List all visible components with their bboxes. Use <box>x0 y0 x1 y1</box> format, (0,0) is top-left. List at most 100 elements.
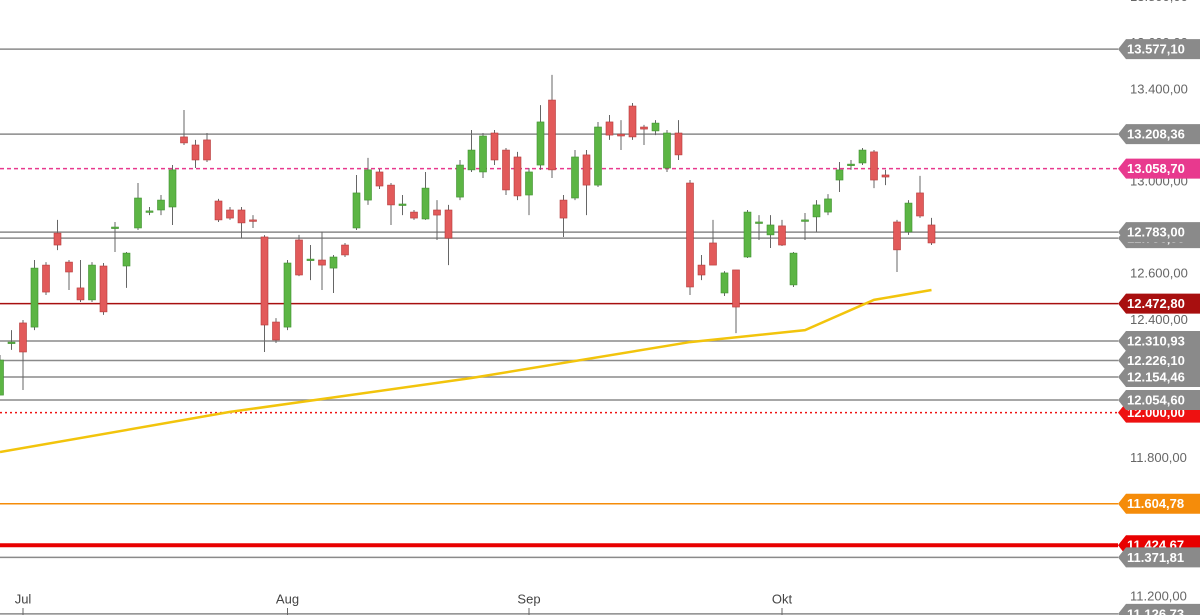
level-label-box <box>1118 124 1200 145</box>
candle-body <box>42 264 50 293</box>
candle-body <box>76 287 85 301</box>
candle-body <box>559 199 568 219</box>
candle-body <box>364 169 372 201</box>
level-label: 12.054,60 <box>1127 392 1185 407</box>
candle-body <box>847 163 855 166</box>
candle-body <box>881 174 890 178</box>
candle-body <box>778 225 786 246</box>
candle-body <box>283 262 292 328</box>
level-label-box <box>1118 547 1200 568</box>
level-label-box <box>1118 493 1200 514</box>
candle-body <box>88 264 96 301</box>
candle-body <box>709 242 717 266</box>
candle-body <box>766 224 775 236</box>
candle-body <box>237 209 246 224</box>
candle-body <box>835 169 844 181</box>
candle-body <box>927 224 936 244</box>
candle-body <box>134 197 142 229</box>
y-tick-label: 11.200,00 <box>1130 588 1187 603</box>
candle-body <box>513 156 522 197</box>
level-label-box <box>1118 367 1200 388</box>
candle-body <box>122 252 131 267</box>
candle-body <box>433 209 441 216</box>
candle-body <box>387 184 395 206</box>
candle-body <box>249 219 257 222</box>
candle-body <box>398 203 407 206</box>
candle-body <box>536 121 545 166</box>
level-label-box <box>1118 603 1200 615</box>
level-label-box <box>1118 293 1200 314</box>
candle-body <box>306 258 315 261</box>
candle-body <box>111 226 119 229</box>
candle-body <box>617 133 625 137</box>
candle-body <box>456 164 464 198</box>
candle-body <box>30 267 39 328</box>
candle-body <box>180 136 188 144</box>
candle-body <box>318 259 326 266</box>
moving-average <box>0 288 932 454</box>
candle-body <box>157 199 165 211</box>
candle-body <box>789 252 798 286</box>
x-tick-label: Okt <box>772 591 793 606</box>
candle-body <box>168 169 177 208</box>
candle-body <box>502 149 510 191</box>
candle-body <box>858 149 867 164</box>
level-label-box <box>1118 222 1200 243</box>
candle-body <box>743 211 752 258</box>
candle-body <box>260 236 269 326</box>
level-label-box <box>1118 39 1200 60</box>
candle-body <box>628 105 637 138</box>
level-label-box <box>1118 158 1200 179</box>
candle-body <box>203 139 211 161</box>
candle-body <box>19 322 27 353</box>
candle-body <box>65 261 73 273</box>
level-label: 11.371,81 <box>1127 550 1184 565</box>
candle-body <box>812 204 821 218</box>
candle-body <box>686 182 694 288</box>
candle-body <box>755 221 763 224</box>
level-label: 12.310,93 <box>1127 333 1185 348</box>
y-tick-label: 13.400,00 <box>1130 81 1188 96</box>
candle-body <box>525 171 533 196</box>
level-label-box <box>1118 390 1200 411</box>
candle-body <box>53 232 62 246</box>
candle-body <box>916 192 924 217</box>
y-tick-label: 13.800,00 <box>1130 0 1188 4</box>
candle-body <box>582 154 591 186</box>
candle-body <box>605 121 614 136</box>
level-label: 13.058,70 <box>1127 161 1185 176</box>
level-label: 12.226,10 <box>1127 353 1185 368</box>
y-tick-label: 12.600,00 <box>1130 266 1188 281</box>
x-tick-label: Sep <box>517 591 540 606</box>
x-tick-label: Jul <box>15 591 32 606</box>
candle-body <box>444 209 453 239</box>
level-label-box <box>1118 330 1200 351</box>
candle-body <box>375 171 384 187</box>
candle-body <box>0 359 4 396</box>
candle-body <box>904 202 913 233</box>
candle-body <box>352 192 361 229</box>
candle-body <box>145 210 154 213</box>
candle-body <box>329 256 338 269</box>
level-label: 11.604,78 <box>1127 496 1184 511</box>
candle-body <box>640 126 648 130</box>
y-tick-label: 12.400,00 <box>1130 312 1188 327</box>
candle-body <box>697 264 706 276</box>
candle-body <box>801 219 809 222</box>
candle-body <box>421 187 430 220</box>
candle-body <box>663 132 671 169</box>
level-label: 13.208,36 <box>1127 127 1185 142</box>
candle-body <box>893 221 901 251</box>
candle-body <box>571 156 579 199</box>
y-tick-label: 11.800,00 <box>1130 450 1187 465</box>
candle-body <box>674 132 683 156</box>
candle-body <box>548 99 556 171</box>
candle-body <box>410 211 418 219</box>
level-label: 12.472,80 <box>1127 296 1185 311</box>
candle-body <box>99 265 108 313</box>
candle-body <box>191 144 200 161</box>
level-label: 12.154,46 <box>1127 369 1185 384</box>
level-label: 13.577,10 <box>1127 42 1185 57</box>
